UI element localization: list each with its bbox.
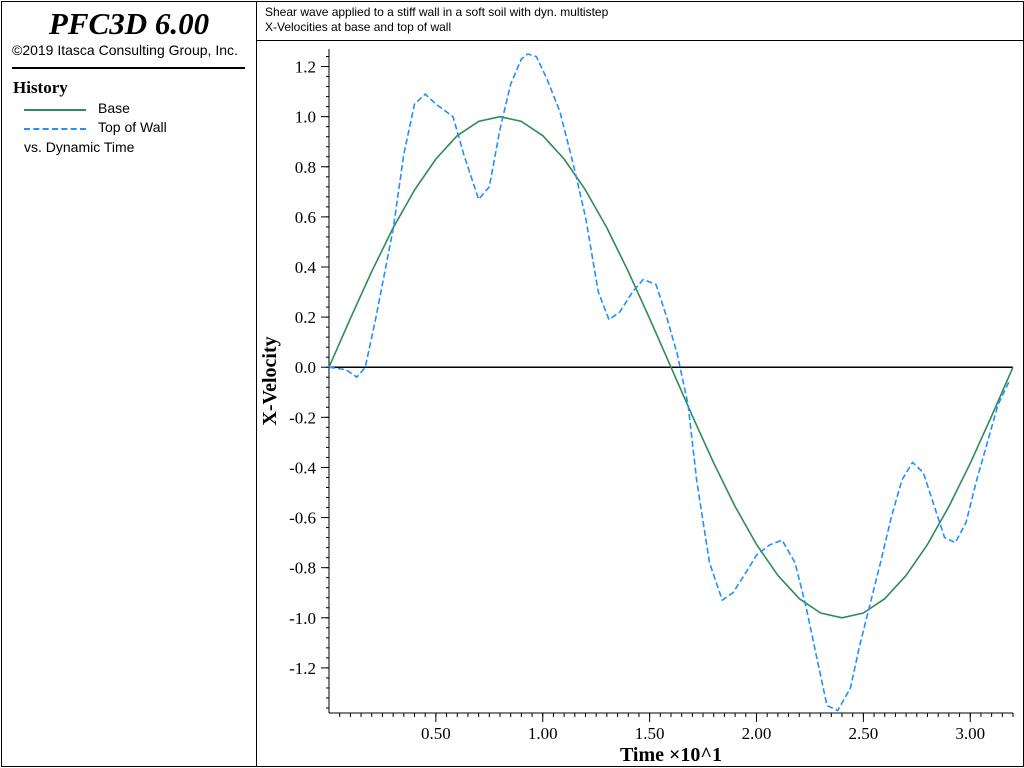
y-tick-label: -1.2 <box>289 659 316 678</box>
copyright-text: ©2019 Itasca Consulting Group, Inc. <box>12 42 238 58</box>
x-tick-label: 1.50 <box>635 724 665 743</box>
x-tick-label: 2.50 <box>849 724 879 743</box>
legend-label-base: Base <box>98 100 130 116</box>
app-brand: PFC3D 6.00 <box>48 6 210 41</box>
plot-title-box: Shear wave applied to a stiff wall in a … <box>257 2 1023 41</box>
series-line-base <box>328 115 1014 619</box>
y-tick-label: -0.2 <box>289 408 316 427</box>
y-tick-label: 0.6 <box>295 208 316 227</box>
y-tick-label: 0.4 <box>295 258 317 277</box>
y-tick-label: -0.8 <box>289 559 316 578</box>
y-tick-label: 0.0 <box>295 358 316 377</box>
legend-swatch-top-of-wall <box>24 128 86 130</box>
plot-title-line1: Shear wave applied to a stiff wall in a … <box>265 5 609 19</box>
legend-swatch-base <box>24 109 86 111</box>
x-tick-label: 2.00 <box>742 724 772 743</box>
y-tick-label: 1.2 <box>295 58 316 77</box>
vs-label: vs. Dynamic Time <box>24 139 135 155</box>
x-tick-label: 0.50 <box>421 724 451 743</box>
legend-divider <box>12 67 245 69</box>
history-chart: 1.2 1.0 0.8 0.6 0.4 0.2 0.0 -0.2 -0.4 -0.6 -0.8 -1.… <box>259 49 1014 766</box>
x-tick-label: 3.00 <box>955 724 985 743</box>
legend-label-top-of-wall: Top of Wall <box>98 119 167 135</box>
x-tick-label: 1.00 <box>528 724 558 743</box>
plot-title-line2: X-Velocities at base and top of wall <box>265 20 452 34</box>
y-tick-label: 0.2 <box>295 308 316 327</box>
series-line-top-of-wall <box>328 53 1010 712</box>
legend-panel: PFC3D 6.00 ©2019 Itasca Consulting Group… <box>2 2 257 766</box>
x-axis-label: Time ×10^1 <box>620 744 722 766</box>
y-tick-label: 0.8 <box>295 158 316 177</box>
y-tick-label: -0.4 <box>289 458 316 477</box>
y-tick-label: 1.0 <box>295 108 316 127</box>
history-heading: History <box>13 78 68 97</box>
y-tick-label: -1.0 <box>289 609 316 628</box>
y-axis-label: X-Velocity <box>259 336 281 425</box>
plot-panel: Shear wave applied to a stiff wall in a … <box>257 2 1023 766</box>
y-tick-label: -0.6 <box>289 509 316 528</box>
